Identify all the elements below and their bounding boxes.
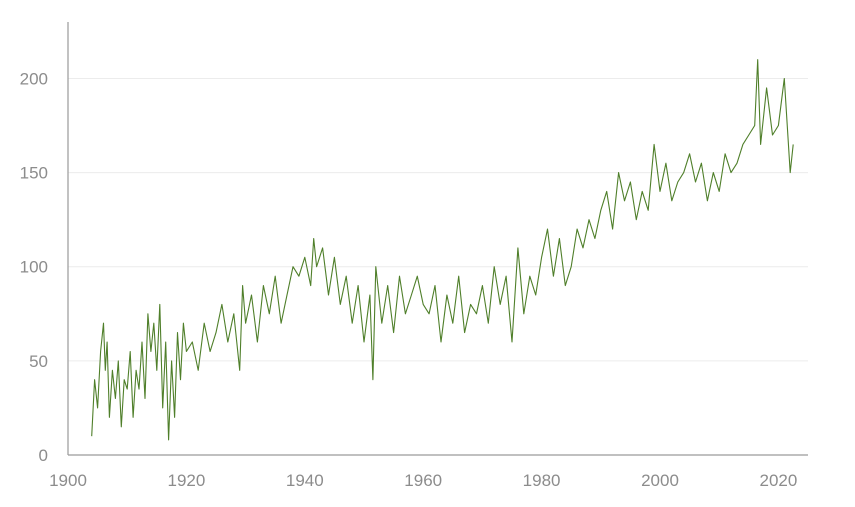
gridlines: [68, 77, 808, 362]
series-layer: [91, 59, 794, 441]
x-tick-label: 2000: [641, 471, 679, 490]
y-tick-label: 50: [29, 352, 48, 371]
x-tick-label: 1900: [49, 471, 87, 490]
series-line: [91, 59, 794, 441]
y-tick-labels: 0 50 100 150 200: [20, 69, 48, 465]
y-tick-label: 100: [20, 258, 48, 277]
y-tick-label: 0: [39, 446, 48, 465]
x-tick-label: 2020: [759, 471, 797, 490]
x-tick-label: 1920: [167, 471, 205, 490]
y-tick-label: 150: [20, 164, 48, 183]
x-tick-label: 1940: [286, 471, 324, 490]
y-tick-label: 200: [20, 69, 48, 88]
x-tick-labels: 1900 1920 1940 1960 1980 2000 2020: [49, 471, 797, 490]
x-tick-label: 1980: [523, 471, 561, 490]
x-tick-label: 1960: [404, 471, 442, 490]
axes: [67, 22, 808, 456]
